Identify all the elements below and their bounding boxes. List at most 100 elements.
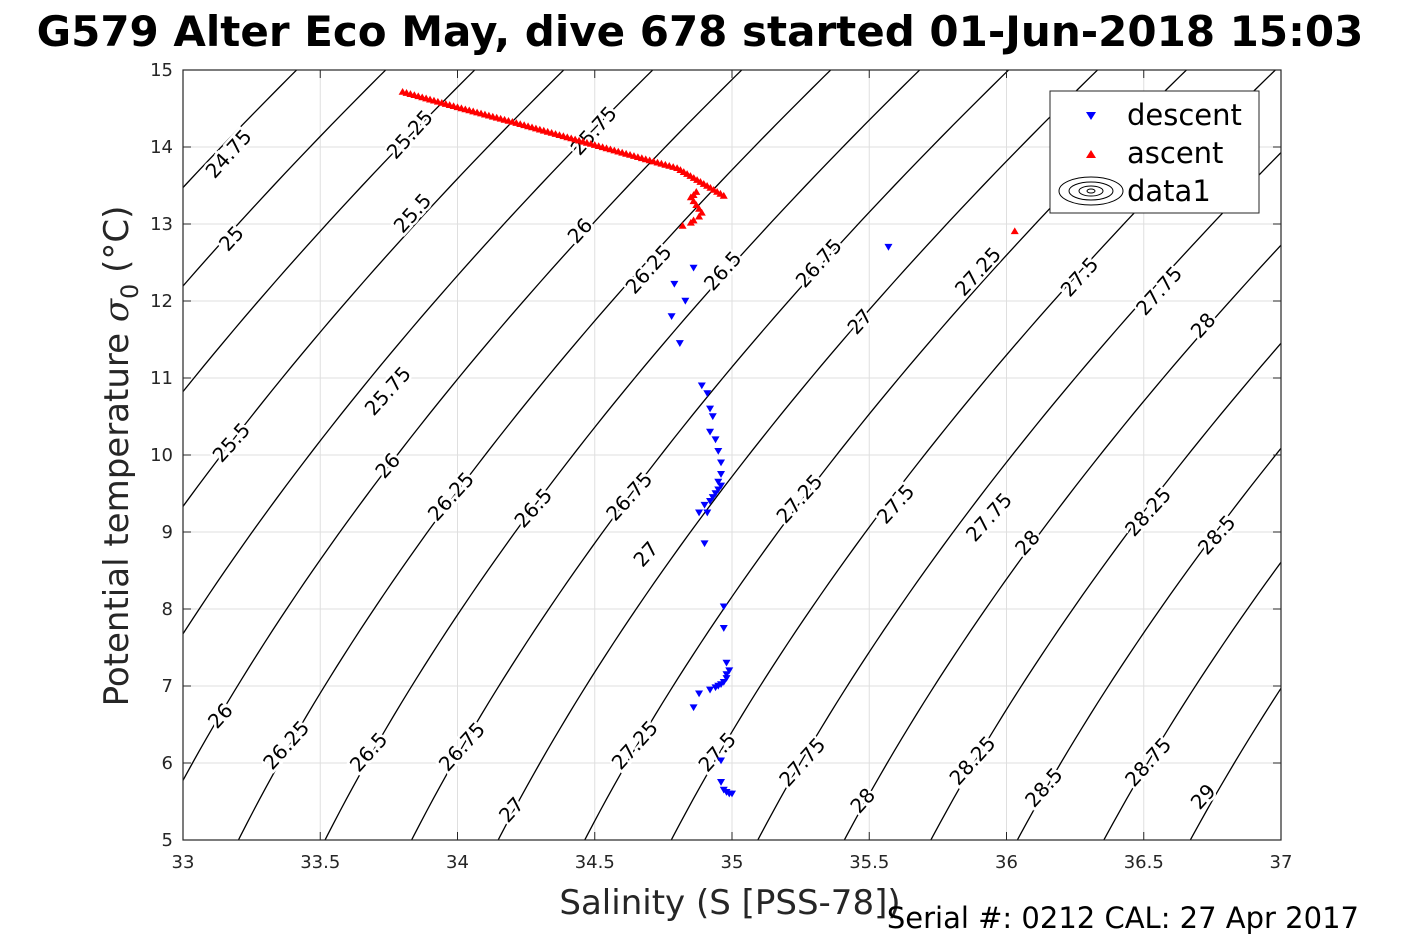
- contour-line: [497, 70, 1099, 840]
- contour-line: [1189, 687, 1281, 840]
- descent-point: [689, 264, 698, 272]
- descent-point: [675, 340, 684, 347]
- contour-line: [183, 70, 387, 288]
- y-axis-label-sigma: σ: [97, 298, 137, 322]
- y-tick-label: 11: [150, 368, 173, 389]
- contour-line: [183, 70, 298, 189]
- x-tick-label: 34: [446, 852, 469, 873]
- descent-series: [667, 243, 893, 798]
- descent-point: [717, 757, 726, 765]
- legend: descent ascent data1: [1049, 90, 1260, 214]
- y-tick-label: 7: [162, 676, 173, 697]
- descent-point: [700, 540, 709, 548]
- ascent-point: [719, 191, 728, 199]
- contour-line: [843, 244, 1281, 840]
- descent-point: [706, 498, 715, 505]
- y-axis-label: Potential temperature σ0 (°C): [97, 206, 144, 707]
- ascent-point: [686, 193, 695, 201]
- legend-descent-label: descent: [1127, 98, 1242, 132]
- ascent-point: [697, 208, 706, 216]
- ascent-point: [695, 205, 704, 212]
- x-axis-ticks: 33 33.5 34 34.5 35 35.5 36 36.5 37: [172, 70, 1293, 873]
- descent-point: [667, 313, 676, 320]
- contour-line: [930, 342, 1281, 840]
- contour-line: [183, 70, 743, 782]
- ascent-point: [669, 163, 678, 170]
- descent-point: [670, 280, 679, 288]
- ascent-point: [1010, 227, 1019, 235]
- ascent-point: [678, 221, 687, 229]
- contour-line: [183, 70, 654, 636]
- descent-point: [717, 471, 726, 478]
- x-tick-label: 35.5: [849, 852, 889, 873]
- x-tick-label: 35: [721, 852, 744, 873]
- ascent-point: [686, 218, 695, 226]
- y-tick-label: 10: [150, 445, 173, 466]
- descent-point: [722, 659, 731, 667]
- legend-data1-label: data1: [1127, 174, 1211, 208]
- x-tick-label: 36: [995, 852, 1018, 873]
- contour-line: [1016, 447, 1281, 840]
- descent-point: [714, 478, 723, 486]
- chart-title: G579 Alter Eco May, dive 678 started 01-…: [37, 7, 1364, 56]
- ascent-point: [504, 116, 513, 124]
- descent-point: [711, 490, 720, 498]
- descent-point: [703, 390, 712, 397]
- descent-point: [722, 675, 731, 682]
- descent-point: [719, 603, 728, 611]
- contour-line: [183, 70, 476, 393]
- ascent-point: [695, 212, 704, 220]
- y-axis-label-unit: (°C): [97, 206, 137, 284]
- descent-point: [706, 428, 715, 436]
- contour-line: [237, 70, 832, 840]
- ascent-point: [692, 201, 701, 208]
- x-tick-label: 37: [1270, 852, 1293, 873]
- y-tick-label: 14: [150, 137, 173, 158]
- y-tick-label: 6: [162, 753, 173, 774]
- x-tick-label: 34.5: [575, 852, 615, 873]
- descent-point: [714, 486, 723, 494]
- ascent-point: [449, 102, 458, 110]
- descent-point: [697, 382, 706, 390]
- ascent-point: [614, 147, 623, 155]
- legend-ascent-marker: [1086, 150, 1096, 158]
- ascent-point: [716, 189, 725, 197]
- descent-point: [717, 779, 726, 786]
- y-tick-label: 12: [150, 291, 173, 312]
- contour-line: [410, 70, 1010, 840]
- descent-point: [695, 690, 704, 698]
- legend-ascent-label: ascent: [1127, 136, 1223, 170]
- y-tick-label: 5: [162, 830, 173, 851]
- x-axis-label: Salinity (S [PSS-78]): [559, 883, 900, 923]
- descent-point: [703, 509, 712, 517]
- x-tick-label: 33: [172, 852, 195, 873]
- descent-point: [708, 413, 717, 421]
- descent-point: [689, 704, 698, 712]
- descent-point: [706, 686, 715, 694]
- legend-descent-marker: [1086, 112, 1096, 120]
- ascent-point: [559, 132, 568, 140]
- legend-box: [1049, 90, 1260, 214]
- descent-point: [719, 625, 728, 632]
- legend-contour-marker: [1058, 176, 1124, 206]
- y-axis-label-main: Potential temperature: [97, 322, 137, 706]
- ascent-point: [689, 197, 698, 205]
- y-axis-label-subscript: 0: [116, 284, 144, 299]
- descent-point: [725, 667, 734, 675]
- ascent-series: [398, 87, 1019, 235]
- descent-point: [681, 297, 690, 305]
- serial-cal-text: Serial #: 0212 CAL: 27 Apr 2017: [887, 901, 1359, 935]
- y-tick-label: 9: [162, 522, 173, 543]
- y-tick-label: 13: [150, 214, 173, 235]
- y-tick-label: 8: [162, 599, 173, 620]
- descent-point: [722, 671, 731, 679]
- x-tick-label: 36.5: [1124, 852, 1164, 873]
- contour-line: [324, 70, 921, 840]
- contour-line: [183, 70, 565, 508]
- descent-point: [695, 509, 704, 517]
- descent-point: [708, 494, 717, 501]
- y-tick-label: 15: [150, 60, 173, 81]
- contour-line: [757, 151, 1281, 840]
- descent-point: [717, 482, 726, 490]
